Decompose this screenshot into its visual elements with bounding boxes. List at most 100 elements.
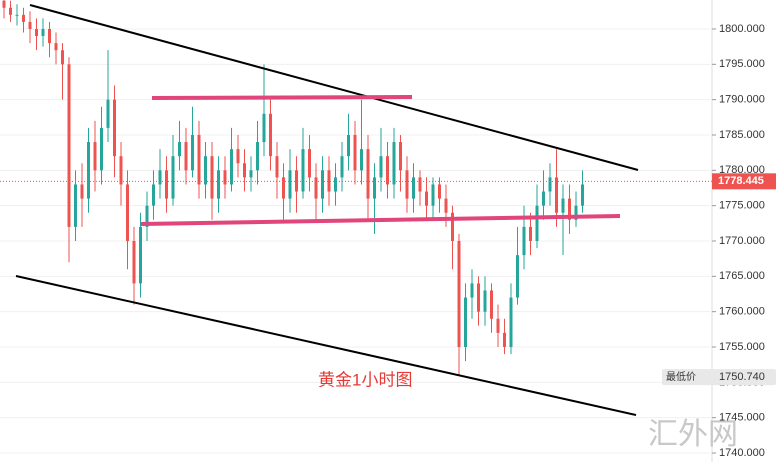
candle-body bbox=[405, 170, 409, 199]
candle-body bbox=[113, 99, 116, 157]
low-marker-value: 1750.740 bbox=[719, 371, 765, 383]
candle-body bbox=[555, 177, 558, 213]
candle-body bbox=[145, 205, 149, 227]
candle-body bbox=[295, 170, 298, 192]
resistance-line bbox=[151, 95, 413, 100]
candle-body bbox=[61, 50, 64, 65]
candle-body bbox=[132, 241, 136, 284]
candle-body bbox=[386, 156, 389, 185]
y-tick-label: 1745.000 bbox=[719, 412, 765, 424]
candle-body bbox=[15, 14, 19, 16]
y-tick-label: 1785.000 bbox=[719, 129, 765, 141]
candle-body bbox=[262, 113, 266, 143]
candle-body bbox=[217, 170, 220, 199]
candle-body bbox=[503, 332, 506, 348]
candle-body bbox=[178, 142, 181, 157]
annotation: 黄金1小时图 bbox=[318, 370, 412, 389]
candle-body bbox=[152, 184, 155, 206]
candle-body bbox=[48, 28, 51, 44]
candle-body bbox=[327, 170, 331, 192]
low-marker-title: 最低价 bbox=[666, 370, 696, 383]
y-tick-label: 1760.000 bbox=[719, 306, 765, 318]
candle-body bbox=[28, 21, 32, 29]
y-tick-label: 1800.000 bbox=[719, 23, 765, 35]
watermark: 汇外网 bbox=[648, 418, 738, 451]
last-price-label: 1778.445 bbox=[718, 175, 764, 187]
candle-body bbox=[67, 64, 71, 227]
candle-body bbox=[197, 134, 201, 185]
candle-body bbox=[204, 156, 207, 185]
candle-body bbox=[184, 142, 188, 171]
candle-body bbox=[41, 28, 45, 37]
candle-body bbox=[509, 297, 513, 348]
candle-body bbox=[165, 170, 168, 199]
plot-area bbox=[0, 0, 712, 454]
candle-body bbox=[126, 184, 129, 242]
candle-body bbox=[522, 226, 526, 256]
candle-body bbox=[243, 163, 246, 178]
candle-body bbox=[210, 156, 214, 199]
candle-body bbox=[314, 177, 318, 199]
candle-body bbox=[275, 156, 279, 178]
candle-body bbox=[444, 198, 448, 213]
candle-body bbox=[561, 198, 565, 213]
candle-body bbox=[54, 43, 58, 51]
y-tick-label: 1755.000 bbox=[719, 341, 765, 353]
candle-body bbox=[535, 205, 539, 242]
candle-body bbox=[171, 156, 175, 199]
last-price-box bbox=[712, 173, 776, 190]
trend-line bbox=[15, 275, 637, 416]
candle-body bbox=[438, 184, 441, 199]
candle-body bbox=[470, 283, 474, 298]
candle-body bbox=[74, 184, 77, 227]
candle-body bbox=[249, 170, 253, 178]
candle-body bbox=[321, 170, 324, 199]
y-tick-label: 1765.000 bbox=[719, 270, 765, 282]
candle-body bbox=[334, 177, 337, 192]
candle-body bbox=[574, 205, 578, 220]
candle-body bbox=[80, 184, 84, 199]
candle-body bbox=[418, 177, 422, 192]
candle-body bbox=[451, 212, 454, 242]
candle-body bbox=[379, 156, 383, 178]
y-tick-label: 1775.000 bbox=[719, 200, 765, 212]
candle-body bbox=[269, 113, 272, 157]
candle-body bbox=[412, 177, 415, 199]
candle-body bbox=[490, 290, 493, 319]
candle-body bbox=[35, 28, 38, 37]
candle-body bbox=[431, 184, 435, 206]
candle-body bbox=[139, 226, 142, 284]
candle-body bbox=[496, 318, 500, 333]
candle-body bbox=[22, 14, 25, 22]
y-tick-label: 1770.000 bbox=[719, 235, 765, 247]
candle-body bbox=[282, 177, 285, 199]
candle-body bbox=[288, 170, 292, 199]
candle-body bbox=[93, 142, 97, 171]
candle-body bbox=[301, 149, 305, 192]
candle-body bbox=[464, 297, 467, 348]
candle-body bbox=[236, 149, 240, 164]
candle-body bbox=[9, 7, 12, 15]
low-marker-box bbox=[662, 369, 776, 386]
candle-body bbox=[529, 226, 532, 242]
candle-body bbox=[548, 177, 552, 192]
candle-body bbox=[516, 255, 519, 298]
trend-line bbox=[29, 4, 639, 171]
candle-body bbox=[100, 127, 103, 171]
candle-body bbox=[353, 134, 357, 171]
candle-body bbox=[340, 156, 344, 178]
candle-body bbox=[392, 142, 396, 185]
candle-body bbox=[347, 134, 350, 157]
y-tick-label: 1740.000 bbox=[719, 447, 765, 459]
candle-body bbox=[87, 142, 90, 199]
candle-body bbox=[457, 241, 461, 348]
candle-body bbox=[581, 184, 584, 206]
candle-body bbox=[425, 191, 428, 206]
candle-body bbox=[483, 290, 487, 312]
candle-body bbox=[223, 170, 227, 185]
candle-body bbox=[477, 283, 480, 312]
candle-body bbox=[191, 134, 194, 171]
support-line bbox=[140, 214, 621, 226]
